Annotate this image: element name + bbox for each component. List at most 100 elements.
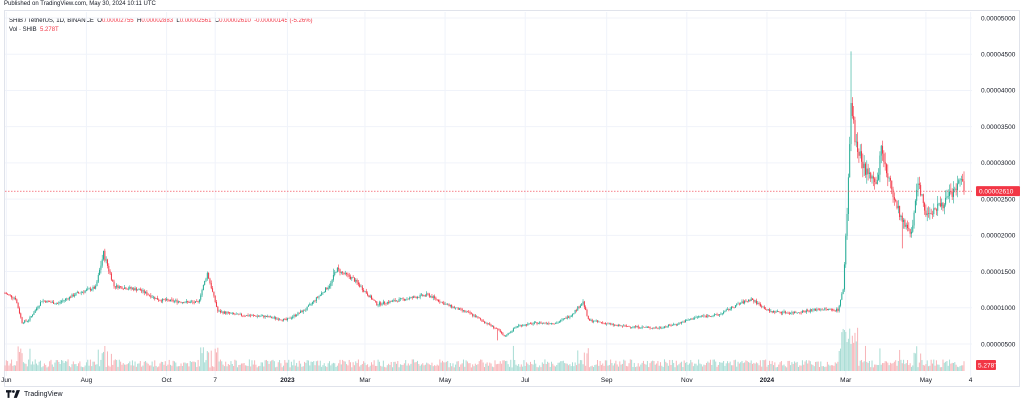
candle-body: [198, 299, 200, 302]
volume-bar: [662, 366, 664, 371]
volume-bar: [544, 359, 546, 371]
volume-bar: [309, 365, 311, 371]
candle-body: [392, 300, 394, 302]
candle-body: [233, 312, 235, 314]
candle-body: [170, 299, 172, 301]
volume-bar: [138, 363, 140, 371]
volume-bar: [311, 362, 313, 371]
candle-body: [892, 189, 894, 198]
candle-body: [891, 180, 893, 190]
candle-body: [821, 309, 823, 311]
volume-bar: [719, 362, 721, 371]
candle-body: [868, 172, 870, 174]
candle-body: [117, 285, 119, 289]
candle-body: [811, 309, 813, 311]
volume-bar: [183, 362, 185, 371]
volume-bar: [339, 359, 341, 371]
candle-body: [870, 172, 872, 179]
volume-bar: [912, 365, 914, 371]
candle-body: [438, 299, 440, 302]
candle-body: [535, 322, 537, 323]
volume-bar: [625, 365, 627, 371]
candle-body: [900, 215, 902, 218]
candle-body: [694, 317, 696, 319]
volume-bar: [766, 366, 768, 371]
volume-bar: [712, 359, 714, 371]
candle-body: [323, 292, 325, 293]
volume-bar: [519, 366, 521, 371]
candle-body: [537, 323, 539, 324]
candle-body: [267, 316, 269, 317]
candle-body: [54, 303, 56, 305]
volume-bar: [732, 365, 734, 371]
volume-bar: [899, 349, 901, 371]
volume-bar: [469, 363, 471, 371]
candle-body: [49, 301, 51, 303]
volume-bar: [720, 362, 722, 371]
candle-body: [196, 301, 198, 302]
candle-body: [85, 289, 87, 291]
volume-bar: [495, 364, 497, 371]
volume-bar: [290, 361, 292, 371]
candle-body: [897, 205, 899, 209]
volume-bar: [246, 365, 248, 371]
volume-bar: [885, 361, 887, 371]
volume-bar: [145, 360, 147, 371]
volume-bar: [108, 365, 110, 371]
volume-bar: [846, 342, 848, 371]
candle-body: [645, 327, 647, 328]
volume-bar: [928, 366, 930, 371]
volume-bar: [164, 361, 166, 371]
candle-body: [97, 274, 99, 282]
volume-bar: [272, 359, 274, 371]
candle-body: [624, 325, 626, 327]
volume-bar: [143, 361, 145, 371]
volume-bar: [541, 362, 543, 371]
volume-bar: [431, 362, 433, 371]
candle-body: [452, 306, 454, 308]
candle-body: [663, 326, 665, 328]
chart-frame[interactable]: [4, 10, 1020, 387]
candle-body: [355, 279, 357, 282]
volume-bar: [759, 360, 761, 371]
volume-bar: [319, 360, 321, 371]
candle-body: [418, 297, 420, 298]
volume-bar: [419, 365, 421, 371]
candle-body: [179, 301, 181, 303]
volume-bar: [656, 363, 658, 371]
candle-body: [91, 289, 93, 291]
volume-bar: [167, 364, 169, 371]
candle-body: [862, 161, 864, 169]
candle-body: [184, 302, 186, 304]
volume-bar: [523, 360, 525, 371]
candle-body: [792, 312, 794, 314]
volume-bar: [201, 353, 203, 371]
candle-body: [290, 317, 292, 319]
volume-bar: [750, 360, 752, 371]
candle-body: [113, 281, 115, 287]
candle-body: [83, 291, 85, 293]
volume-bar: [59, 364, 61, 371]
candle-body: [708, 315, 710, 317]
volume-bar: [137, 363, 139, 371]
candle-body: [68, 296, 70, 300]
volume-bar: [716, 366, 718, 371]
volume-bar: [490, 363, 492, 371]
candle-body: [108, 265, 110, 272]
candle-body: [478, 317, 480, 319]
candle-body: [58, 302, 60, 304]
candle-body: [682, 321, 684, 323]
candle-body: [582, 301, 584, 304]
x-tick-label: Jul: [521, 377, 530, 384]
volume-bar: [776, 366, 778, 371]
candle-body: [941, 202, 943, 207]
volume-bar: [279, 360, 281, 371]
volume-bar: [251, 360, 253, 371]
candle-body: [459, 308, 461, 310]
volume-bar: [698, 359, 700, 371]
volume-bar: [53, 366, 55, 371]
candle-body: [658, 327, 660, 329]
candle-body: [434, 296, 436, 298]
candle-body: [368, 295, 370, 298]
